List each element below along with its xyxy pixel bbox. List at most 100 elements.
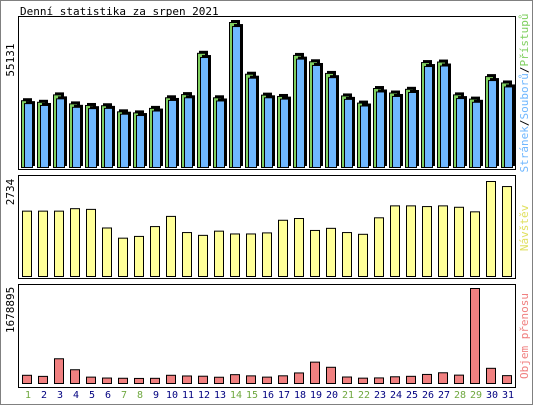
volume-bar-7 <box>118 377 128 385</box>
day-label-13: 13 <box>214 390 226 401</box>
day-label-9: 9 <box>153 390 159 401</box>
volume-ymax-label: 1678895 <box>4 287 17 333</box>
hits-ymax-label: 55131 <box>4 43 17 76</box>
volume-bar-10 <box>166 374 176 384</box>
day-label-5: 5 <box>89 390 95 401</box>
visits-bar-23 <box>374 217 384 277</box>
files-bar-7 <box>120 111 131 168</box>
legend-hits: Přístupů <box>518 14 531 67</box>
volume-bar-17 <box>278 375 288 384</box>
files-bar-17 <box>280 96 291 168</box>
volume-bar-13 <box>214 376 224 384</box>
visits-bar-4 <box>70 208 80 277</box>
hits-panel-frame <box>18 16 516 170</box>
visits-bar-26 <box>422 206 432 277</box>
volume-panel-frame <box>18 284 516 388</box>
day-label-16: 16 <box>262 390 274 401</box>
volume-bar-22 <box>358 377 368 384</box>
day-label-27: 27 <box>438 390 450 401</box>
day-label-28: 28 <box>454 390 466 401</box>
day-label-3: 3 <box>57 390 63 401</box>
visits-bar-15 <box>246 233 256 277</box>
volume-bar-21 <box>342 376 352 385</box>
day-label-22: 22 <box>358 390 370 401</box>
visits-bar-24 <box>390 205 400 278</box>
files-bar-4 <box>72 104 83 168</box>
day-label-17: 17 <box>278 390 290 401</box>
files-bar-28 <box>456 96 467 168</box>
visits-bar-21 <box>342 232 352 278</box>
day-label-20: 20 <box>326 390 338 401</box>
visits-bar-8 <box>134 235 144 278</box>
volume-bar-8 <box>134 377 144 385</box>
visits-bar-29 <box>470 211 480 277</box>
files-bar-23 <box>376 89 387 168</box>
visits-bar-18 <box>294 218 304 277</box>
visits-bar-25 <box>406 205 416 278</box>
volume-bar-6 <box>102 377 112 384</box>
visits-panel-frame <box>18 175 516 279</box>
files-bar-21 <box>344 96 355 168</box>
volume-bar-23 <box>374 377 384 385</box>
volume-bars <box>22 288 512 385</box>
files-bar-12 <box>200 55 211 168</box>
files-bar-6 <box>104 105 115 168</box>
day-label-12: 12 <box>198 390 210 401</box>
day-label-26: 26 <box>422 390 434 401</box>
volume-bar-3 <box>54 358 64 385</box>
visits-bar-22 <box>358 233 368 277</box>
files-bar-22 <box>360 103 371 168</box>
volume-bar-9 <box>150 377 160 385</box>
day-label-25: 25 <box>406 390 418 401</box>
files-bar-16 <box>264 95 275 168</box>
volume-bar-31 <box>502 375 512 384</box>
day-label-24: 24 <box>390 390 402 401</box>
visits-bar-7 <box>118 237 128 277</box>
volume-bar-18 <box>294 372 304 385</box>
day-label-21: 21 <box>342 390 354 401</box>
files-bar-3 <box>56 96 67 168</box>
volume-bar-19 <box>310 361 320 384</box>
files-bar-5 <box>88 106 99 168</box>
day-label-10: 10 <box>166 390 178 401</box>
chart-title: Denní statistika za srpen 2021 <box>20 5 219 18</box>
visits-bar-1 <box>22 210 32 277</box>
hits-bars <box>21 20 515 169</box>
volume-bar-26 <box>422 373 432 385</box>
files-bar-29 <box>472 99 483 168</box>
hits-legend: Stránek/Souborů/Přístupů <box>518 14 531 173</box>
day-label-29: 29 <box>470 390 482 401</box>
day-label-23: 23 <box>374 390 386 401</box>
files-bar-19 <box>312 62 323 168</box>
volume-bar-27 <box>438 372 448 385</box>
day-label-1: 1 <box>25 390 31 401</box>
volume-bar-24 <box>390 376 400 385</box>
files-bar-11 <box>184 95 195 168</box>
visits-bar-2 <box>38 210 48 277</box>
day-label-2: 2 <box>41 390 47 401</box>
visits-bar-19 <box>310 229 320 277</box>
files-bar-2 <box>40 102 51 168</box>
visits-bar-3 <box>54 210 64 277</box>
files-bar-25 <box>408 89 419 168</box>
files-bar-27 <box>440 63 451 168</box>
visits-bars <box>22 181 512 278</box>
files-bar-9 <box>152 108 163 169</box>
files-bar-30 <box>488 78 499 168</box>
visits-bar-5 <box>86 208 96 278</box>
volume-bar-28 <box>454 374 464 385</box>
day-label-14: 14 <box>230 390 242 401</box>
day-label-30: 30 <box>486 390 498 401</box>
volume-bar-25 <box>406 375 416 384</box>
files-bar-18 <box>296 56 307 168</box>
legend-files: Souborů <box>518 73 531 119</box>
visits-bar-13 <box>214 230 224 277</box>
files-bar-20 <box>328 75 339 168</box>
files-bar-8 <box>136 113 147 168</box>
volume-bar-29 <box>470 288 480 384</box>
files-bar-13 <box>216 98 227 168</box>
files-bar-10 <box>168 97 179 168</box>
volume-legend: Objem přenosu <box>518 293 531 379</box>
